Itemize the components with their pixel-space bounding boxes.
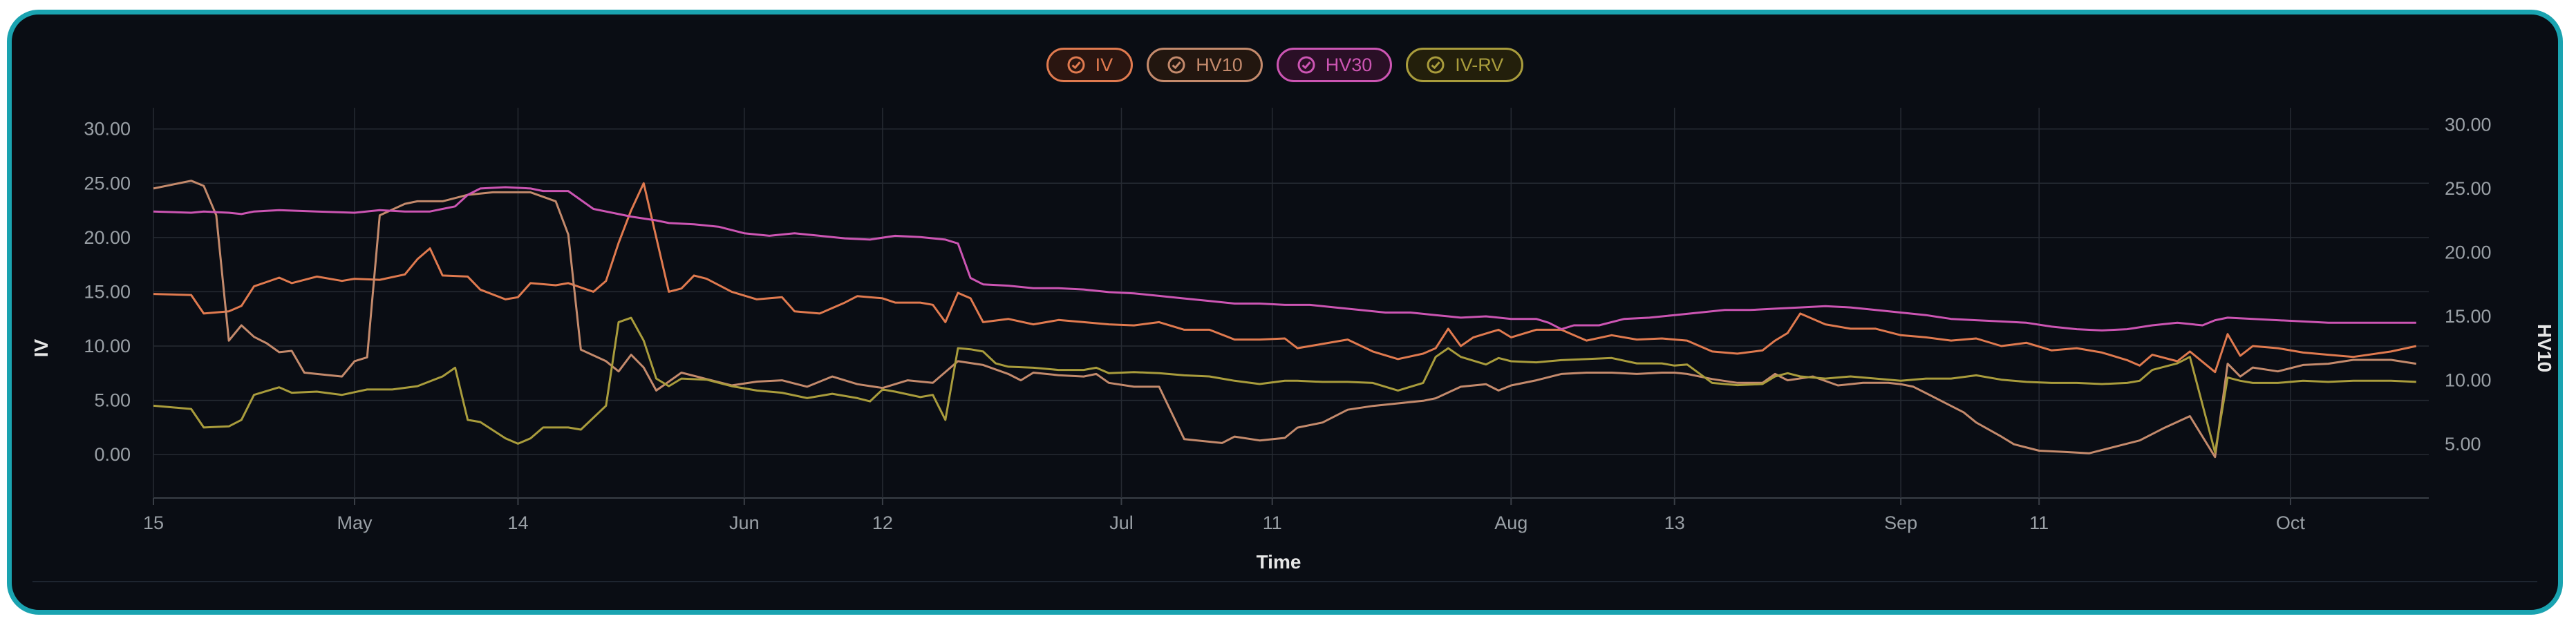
check-circle-icon xyxy=(1427,56,1445,74)
y-left-tick-label: 10.00 xyxy=(84,336,131,356)
x-tick-label: 15 xyxy=(143,513,164,533)
chart-card: 0.00 5.00 10.00 15.00 20.00 25.00 30.00 5.00 10.… xyxy=(7,10,2563,615)
series-line-iv xyxy=(153,182,2417,374)
x-tick-label: 11 xyxy=(2029,513,2049,533)
y-right-tick-label: 15.00 xyxy=(2445,306,2492,327)
check-circle-icon xyxy=(1067,56,1085,74)
x-tick-label: Oct xyxy=(2276,513,2306,533)
y-left-tick-label: 5.00 xyxy=(94,390,131,411)
series-line-iv-rv xyxy=(153,316,2416,454)
chart-plot: 0.00 5.00 10.00 15.00 20.00 25.00 30.00 5.00 10.… xyxy=(30,108,2555,573)
x-tick-label: Jul xyxy=(1109,513,1134,533)
y-axis-title-right: HV10 xyxy=(2534,324,2555,372)
series-line-hv30 xyxy=(153,186,2416,332)
legend-item-hv10[interactable]: HV10 xyxy=(1147,48,1263,82)
y-left-tick-label: 25.00 xyxy=(84,173,131,193)
x-tick-label: 14 xyxy=(507,513,528,533)
chart-legend: IV HV10 HV30 IV-RV xyxy=(12,48,2558,82)
legend-item-hv30[interactable]: HV30 xyxy=(1276,48,1393,82)
x-tick-label: Sep xyxy=(1884,513,1917,533)
y-left-tick-label: 20.00 xyxy=(84,227,131,248)
x-tick-label: 11 xyxy=(1263,513,1282,533)
legend-label: HV30 xyxy=(1325,54,1373,75)
legend-label: IV-RV xyxy=(1455,54,1504,75)
x-tick-label: 13 xyxy=(1664,513,1685,533)
y-right-tick-label: 10.00 xyxy=(2445,370,2492,391)
x-tick-label: May xyxy=(337,513,373,533)
x-tick-label: Aug xyxy=(1494,513,1527,533)
y-right-tick-label: 25.00 xyxy=(2445,178,2492,199)
x-axis-title: Time xyxy=(1257,551,1301,573)
footer-divider xyxy=(32,581,2537,582)
y-axis-title-left: IV xyxy=(30,338,52,357)
series-line-hv10 xyxy=(153,180,2417,459)
y-right-tick-label: 30.00 xyxy=(2445,114,2492,135)
x-tick-label: Jun xyxy=(729,513,760,533)
x-tick-label: 12 xyxy=(872,513,893,533)
y-left-tick-label: 15.00 xyxy=(84,281,131,302)
legend-item-iv-rv[interactable]: IV-RV xyxy=(1406,48,1524,82)
y-right-tick-label: 5.00 xyxy=(2445,434,2481,454)
legend-label: IV xyxy=(1095,54,1113,75)
legend-label: HV10 xyxy=(1196,54,1243,75)
check-circle-icon xyxy=(1167,56,1185,74)
y-left-tick-label: 0.00 xyxy=(94,444,131,465)
y-left-tick-label: 30.00 xyxy=(84,119,131,140)
legend-item-iv[interactable]: IV xyxy=(1046,48,1134,82)
check-circle-icon xyxy=(1297,56,1315,74)
y-right-tick-label: 20.00 xyxy=(2445,242,2492,262)
